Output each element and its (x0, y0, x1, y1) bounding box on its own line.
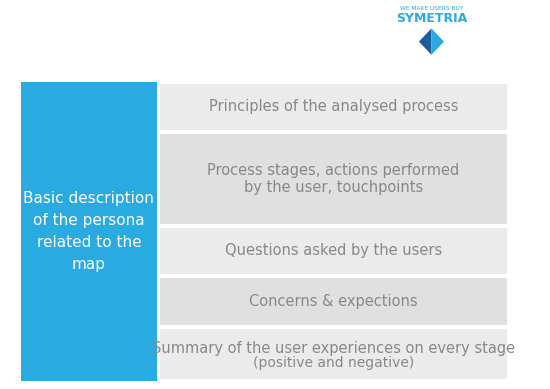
Text: Concerns & expections: Concerns & expections (249, 294, 417, 309)
Text: WE MAKE USERS BUY: WE MAKE USERS BUY (400, 6, 463, 11)
Bar (21, 82, 157, 381)
Bar (160, 278, 507, 325)
Text: Basic description
of the persona
related to the
map: Basic description of the persona related… (24, 191, 155, 272)
Text: (positive and negative): (positive and negative) (253, 356, 414, 370)
Bar (160, 134, 507, 224)
Polygon shape (431, 28, 444, 55)
Text: SYMETRIA: SYMETRIA (396, 12, 467, 25)
Polygon shape (419, 28, 431, 55)
Text: Principles of the analysed process: Principles of the analysed process (208, 100, 458, 114)
Text: Process stages, actions performed
by the user, touchpoints: Process stages, actions performed by the… (207, 163, 459, 195)
Text: Summary of the user experiences on every stage: Summary of the user experiences on every… (152, 342, 515, 356)
Bar (160, 228, 507, 274)
Bar (160, 84, 507, 130)
Text: Questions asked by the users: Questions asked by the users (225, 244, 442, 258)
Bar (160, 329, 507, 379)
